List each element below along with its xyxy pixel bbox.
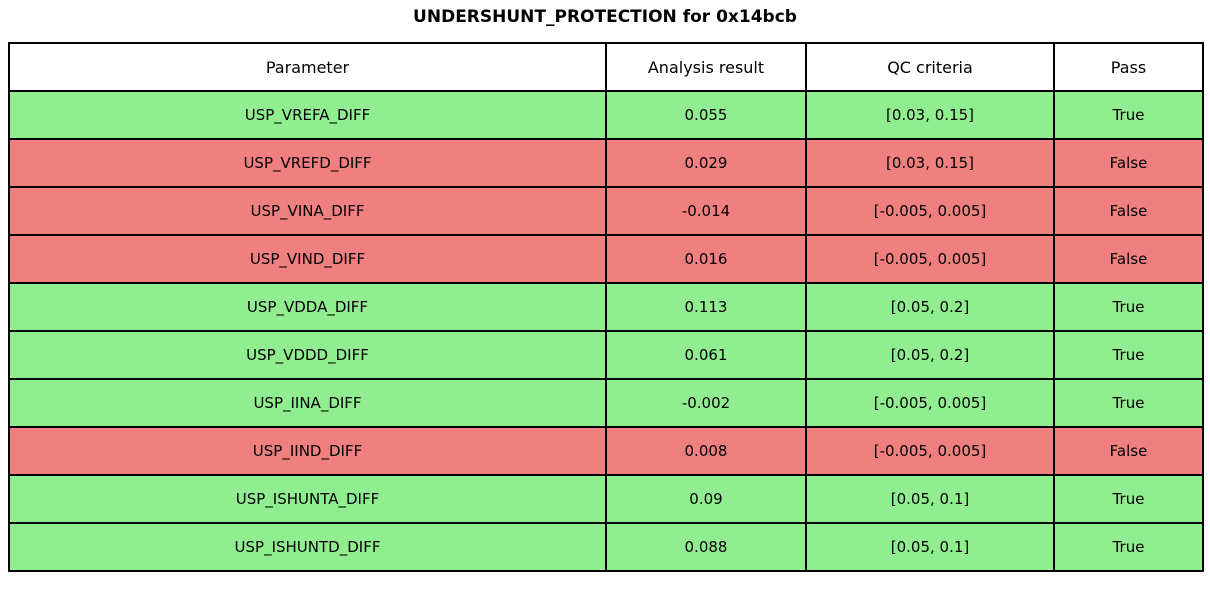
cell-analysis-result: -0.002 [605, 378, 807, 428]
table-header: Parameter Analysis result QC criteria Pa… [8, 42, 1204, 92]
cell-pass: True [1053, 90, 1204, 140]
cell-parameter: USP_ISHUNTD_DIFF [8, 522, 607, 572]
table-row: USP_ISHUNTD_DIFF 0.088 [0.05, 0.1] True [8, 522, 1204, 572]
cell-pass: False [1053, 426, 1204, 476]
cell-qc-criteria: [0.05, 0.2] [805, 282, 1055, 332]
cell-pass: True [1053, 378, 1204, 428]
cell-qc-criteria: [0.05, 0.2] [805, 330, 1055, 380]
column-header-parameter: Parameter [8, 42, 607, 92]
cell-qc-criteria: [0.03, 0.15] [805, 90, 1055, 140]
cell-qc-criteria: [0.05, 0.1] [805, 474, 1055, 524]
cell-parameter: USP_VDDD_DIFF [8, 330, 607, 380]
table-row: USP_ISHUNTA_DIFF 0.09 [0.05, 0.1] True [8, 474, 1204, 524]
cell-analysis-result: 0.113 [605, 282, 807, 332]
cell-parameter: USP_VINA_DIFF [8, 186, 607, 236]
table-body: USP_VREFA_DIFF 0.055 [0.03, 0.15] True USP_V… [8, 90, 1204, 572]
cell-analysis-result: 0.016 [605, 234, 807, 284]
cell-qc-criteria: [0.05, 0.1] [805, 522, 1055, 572]
cell-analysis-result: -0.014 [605, 186, 807, 236]
cell-parameter: USP_IIND_DIFF [8, 426, 607, 476]
table-row: USP_IINA_DIFF -0.002 [-0.005, 0.005] True [8, 378, 1204, 428]
header-row: Parameter Analysis result QC criteria Pa… [8, 42, 1204, 92]
cell-qc-criteria: [-0.005, 0.005] [805, 426, 1055, 476]
cell-pass: False [1053, 186, 1204, 236]
cell-qc-criteria: [-0.005, 0.005] [805, 234, 1055, 284]
cell-analysis-result: 0.088 [605, 522, 807, 572]
cell-analysis-result: 0.008 [605, 426, 807, 476]
cell-analysis-result: 0.055 [605, 90, 807, 140]
cell-parameter: USP_ISHUNTA_DIFF [8, 474, 607, 524]
table-row: USP_VIND_DIFF 0.016 [-0.005, 0.005] False [8, 234, 1204, 284]
cell-pass: True [1053, 522, 1204, 572]
table-row: USP_VDDA_DIFF 0.113 [0.05, 0.2] True [8, 282, 1204, 332]
table-row: USP_IIND_DIFF 0.008 [-0.005, 0.005] False [8, 426, 1204, 476]
cell-parameter: USP_VREFA_DIFF [8, 90, 607, 140]
cell-parameter: USP_VREFD_DIFF [8, 138, 607, 188]
cell-analysis-result: 0.061 [605, 330, 807, 380]
table-row: USP_VREFA_DIFF 0.055 [0.03, 0.15] True [8, 90, 1204, 140]
cell-pass: False [1053, 138, 1204, 188]
cell-qc-criteria: [0.03, 0.15] [805, 138, 1055, 188]
page-title: UNDERSHUNT_PROTECTION for 0x14bcb [413, 7, 797, 27]
column-header-analysis-result: Analysis result [605, 42, 807, 92]
cell-parameter: USP_VDDA_DIFF [8, 282, 607, 332]
cell-parameter: USP_IINA_DIFF [8, 378, 607, 428]
table-row: USP_VDDD_DIFF 0.061 [0.05, 0.2] True [8, 330, 1204, 380]
column-header-pass: Pass [1053, 42, 1204, 92]
cell-pass: True [1053, 330, 1204, 380]
cell-pass: True [1053, 474, 1204, 524]
cell-qc-criteria: [-0.005, 0.005] [805, 378, 1055, 428]
cell-pass: False [1053, 234, 1204, 284]
table-row: USP_VINA_DIFF -0.014 [-0.005, 0.005] False [8, 186, 1204, 236]
cell-analysis-result: 0.09 [605, 474, 807, 524]
cell-qc-criteria: [-0.005, 0.005] [805, 186, 1055, 236]
cell-parameter: USP_VIND_DIFF [8, 234, 607, 284]
column-header-qc-criteria: QC criteria [805, 42, 1055, 92]
qc-results-table: Parameter Analysis result QC criteria Pa… [8, 42, 1204, 572]
cell-analysis-result: 0.029 [605, 138, 807, 188]
table-row: USP_VREFD_DIFF 0.029 [0.03, 0.15] False [8, 138, 1204, 188]
cell-pass: True [1053, 282, 1204, 332]
